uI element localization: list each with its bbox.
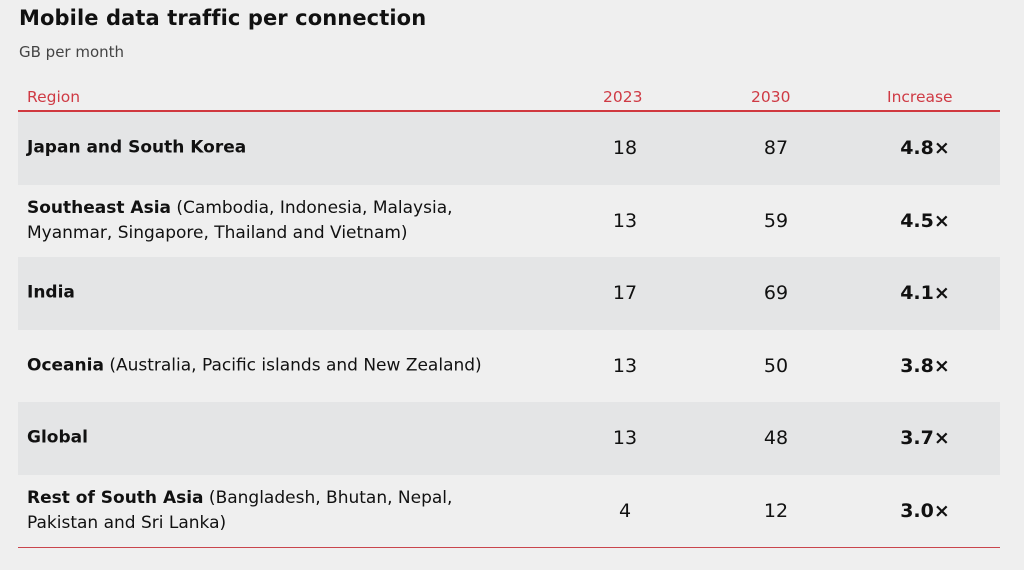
region-cell: Japan and South Korea bbox=[27, 136, 527, 161]
header-region: Region bbox=[27, 88, 81, 106]
value-2030: 87 bbox=[763, 137, 789, 160]
region-name: Oceania bbox=[27, 355, 104, 376]
increase-value: 4.1× bbox=[900, 282, 950, 305]
region-name: Southeast Asia bbox=[27, 197, 171, 218]
increase-value: 3.7× bbox=[900, 427, 950, 450]
region-cell: India bbox=[27, 281, 527, 306]
region-cell: Global bbox=[27, 426, 527, 451]
value-2030: 59 bbox=[763, 209, 789, 232]
region-name: India bbox=[27, 282, 75, 303]
value-2030: 50 bbox=[763, 354, 789, 377]
table-row: India 17 69 4.1× bbox=[18, 257, 1000, 330]
region-name: Japan and South Korea bbox=[27, 137, 247, 158]
value-2023: 13 bbox=[612, 209, 638, 232]
data-table: Region 2023 2030 Increase Japan and Sout… bbox=[18, 84, 1000, 548]
table-row: Southeast Asia (Cambodia, Indonesia, Mal… bbox=[18, 185, 1000, 258]
table-header: Region 2023 2030 Increase bbox=[18, 84, 1000, 112]
value-2023: 13 bbox=[612, 354, 638, 377]
region-detail: (Cambodia, Indonesia, Malaysia, Myanmar,… bbox=[27, 197, 453, 243]
value-2023: 17 bbox=[612, 282, 638, 305]
increase-value: 3.8× bbox=[900, 354, 950, 377]
header-2023: 2023 bbox=[603, 88, 643, 106]
region-detail: (Bangladesh, Bhutan, Nepal, Pakistan and… bbox=[27, 487, 453, 533]
table-row: Rest of South Asia (Bangladesh, Bhutan, … bbox=[18, 475, 1000, 548]
value-2023: 4 bbox=[618, 499, 632, 522]
value-2030: 48 bbox=[763, 427, 789, 450]
region-cell: Oceania (Australia, Pacific islands and … bbox=[27, 353, 527, 378]
value-2030: 12 bbox=[763, 499, 789, 522]
increase-value: 3.0× bbox=[900, 499, 950, 522]
table-row: Japan and South Korea 18 87 4.8× bbox=[18, 112, 1000, 185]
region-cell: Rest of South Asia (Bangladesh, Bhutan, … bbox=[27, 486, 527, 536]
value-2023: 13 bbox=[612, 427, 638, 450]
increase-value: 4.8× bbox=[900, 137, 950, 160]
region-cell: Southeast Asia (Cambodia, Indonesia, Mal… bbox=[27, 196, 527, 246]
subtitle: GB per month bbox=[19, 43, 125, 61]
region-detail: (Australia, Pacific islands and New Zeal… bbox=[103, 355, 482, 376]
table-row: Global 13 48 3.7× bbox=[18, 402, 1000, 475]
region-name: Global bbox=[27, 427, 88, 448]
increase-value: 4.5× bbox=[900, 209, 950, 232]
header-increase: Increase bbox=[887, 88, 953, 106]
region-name: Rest of South Asia bbox=[27, 487, 204, 508]
header-2030: 2030 bbox=[751, 88, 791, 106]
table-row: Oceania (Australia, Pacific islands and … bbox=[18, 330, 1000, 403]
page-title: Mobile data traffic per connection bbox=[19, 6, 427, 30]
value-2023: 18 bbox=[612, 137, 638, 160]
value-2030: 69 bbox=[763, 282, 789, 305]
